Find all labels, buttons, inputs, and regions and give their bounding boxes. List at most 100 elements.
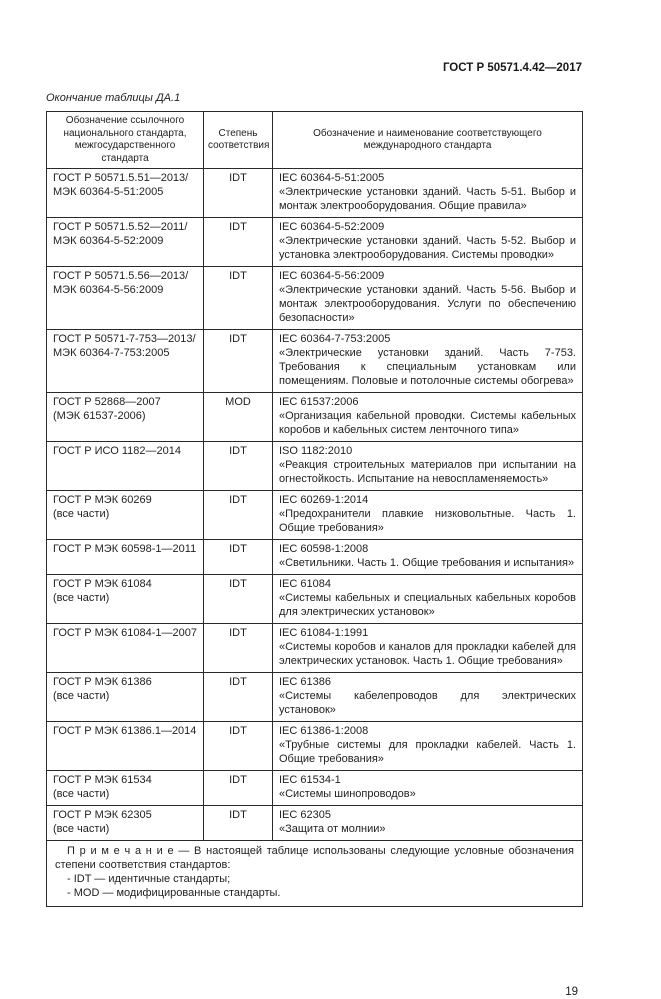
table-row: ГОСТ Р ИСО 1182—2014 IDT ISO 1182:2010 «… xyxy=(46,441,583,491)
intl-standard-title: «Электрические установки зданий. Часть 7… xyxy=(279,347,576,387)
intl-standard-code: IEC 61084 xyxy=(279,578,331,590)
note-item-idt: - IDT — идентичные стандарты; xyxy=(67,873,231,885)
table-row: ГОСТ Р 50571.5.56—2013/ МЭК 60364-5-56:2… xyxy=(46,266,583,330)
conformity-table: Обозначение ссылочного национального ста… xyxy=(46,111,583,907)
national-standard-cell: ГОСТ Р МЭК 62305 (все части) xyxy=(46,805,204,841)
intl-standard-title: «Организация кабельной проводки. Системы… xyxy=(279,410,576,436)
table-row: ГОСТ Р МЭК 61084-1—2007 IDT IEC 61084-1:… xyxy=(46,623,583,673)
intl-standard-cell: IEC 61084-1:1991 «Системы коробов и кана… xyxy=(272,623,583,673)
intl-standard-title: «Системы коробов и каналов для прокладки… xyxy=(279,641,576,667)
national-standard-cell: ГОСТ Р МЭК 61386 (все части) xyxy=(46,672,204,722)
degree-cell: IDT xyxy=(203,329,273,393)
degree-cell: IDT xyxy=(203,770,273,806)
document-page: ГОСТ Р 50571.4.42—2017 Окончание таблицы… xyxy=(46,62,583,998)
column-header-international-standard: Обозначение и наименование соответствующ… xyxy=(272,111,583,169)
intl-standard-title: «Электрические установки зданий. Часть 5… xyxy=(279,186,576,212)
intl-standard-code: IEC 60364-5-56:2009 xyxy=(279,270,385,282)
intl-standard-cell: IEC 60364-7-753:2005 «Электрические уста… xyxy=(272,329,583,393)
intl-standard-cell: IEC 61084 «Системы кабельных и специальн… xyxy=(272,574,583,624)
national-standard-cell: ГОСТ Р МЭК 60598-1—2011 xyxy=(46,539,204,575)
table-header-row: Обозначение ссылочного национального ста… xyxy=(46,111,583,169)
intl-standard-title: «Предохранители плавкие низковольтные. Ч… xyxy=(279,508,576,534)
intl-standard-title: «Электрические установки зданий. Часть 5… xyxy=(279,235,576,261)
table-note-row: П р и м е ч а н и е — В настоящей таблиц… xyxy=(46,840,583,907)
degree-cell: IDT xyxy=(203,168,273,218)
intl-standard-cell: ISO 1182:2010 «Реакция строительных мате… xyxy=(272,441,583,491)
note-item-mod: - MOD — модифицированные стандарты. xyxy=(67,887,281,899)
national-standard-cell: ГОСТ Р МЭК 60269 (все части) xyxy=(46,490,204,540)
column-header-degree: Степень соответствия xyxy=(203,111,273,169)
note-text: П р и м е ч а н и е — В настоящей таблиц… xyxy=(55,845,574,871)
page-number: 19 xyxy=(565,986,578,998)
national-standard-cell: ГОСТ Р МЭК 61084 (все части) xyxy=(46,574,204,624)
intl-standard-cell: IEC 60598-1:2008 «Светильники. Часть 1. … xyxy=(272,539,583,575)
intl-standard-code: IEC 60364-5-52:2009 xyxy=(279,221,385,233)
national-standard-cell: ГОСТ Р ИСО 1182—2014 xyxy=(46,441,204,491)
table-row: ГОСТ Р 50571-7-753—2013/ МЭК 60364-7-753… xyxy=(46,329,583,393)
intl-standard-title: «Электрические установки зданий. Часть 5… xyxy=(279,284,576,324)
degree-cell: IDT xyxy=(203,721,273,771)
table-row: ГОСТ Р 50571.5.51—2013/ МЭК 60364-5-51:2… xyxy=(46,168,583,218)
national-standard-cell: ГОСТ Р 50571.5.52—2011/ МЭК 60364-5-52:2… xyxy=(46,217,204,267)
national-standard-cell: ГОСТ Р 52868—2007 (МЭК 61537-2006) xyxy=(46,392,204,442)
intl-standard-title: «Системы шинопроводов» xyxy=(279,788,416,800)
intl-standard-title: «Системы кабельных и специальных кабельн… xyxy=(279,592,576,618)
intl-standard-title: «Защита от молнии» xyxy=(279,823,386,835)
degree-cell: IDT xyxy=(203,217,273,267)
intl-standard-title: «Трубные системы для прокладки кабелей. … xyxy=(279,739,576,765)
document-code: ГОСТ Р 50571.4.42—2017 xyxy=(442,62,582,74)
intl-standard-code: IEC 60364-7-753:2005 xyxy=(279,333,391,345)
table-row: ГОСТ Р МЭК 61386 (все части) IDT IEC 613… xyxy=(46,672,583,722)
intl-standard-cell: IEC 61534-1 «Системы шинопроводов» xyxy=(272,770,583,806)
national-standard-cell: ГОСТ Р МЭК 61534 (все части) xyxy=(46,770,204,806)
intl-standard-code: IEC 61386-1:2008 xyxy=(279,725,369,737)
page-content: ГОСТ Р 50571.4.42—2017 Окончание таблицы… xyxy=(46,62,583,999)
intl-standard-title: «Светильники. Часть 1. Общие требования … xyxy=(279,557,575,569)
table-row: ГОСТ Р МЭК 62305 (все части) IDT IEC 623… xyxy=(46,805,583,841)
table-row: ГОСТ Р МЭК 60269 (все части) IDT IEC 602… xyxy=(46,490,583,540)
table-row: ГОСТ Р МЭК 61534 (все части) IDT IEC 615… xyxy=(46,770,583,806)
table-row: ГОСТ Р МЭК 61084 (все части) IDT IEC 610… xyxy=(46,574,583,624)
national-standard-cell: ГОСТ Р 50571.5.51—2013/ МЭК 60364-5-51:2… xyxy=(46,168,204,218)
degree-cell: IDT xyxy=(203,805,273,841)
intl-standard-code: IEC 60364-5-51:2005 xyxy=(279,172,385,184)
table-row: ГОСТ Р МЭК 60598-1—2011 IDT IEC 60598-1:… xyxy=(46,539,583,575)
intl-standard-cell: IEC 60364-5-56:2009 «Электрические устан… xyxy=(272,266,583,330)
table-note-cell: П р и м е ч а н и е — В настоящей таблиц… xyxy=(46,840,583,907)
intl-standard-title: «Системы кабелепроводов для электрически… xyxy=(279,690,576,716)
intl-standard-cell: IEC 60364-5-51:2005 «Электрические устан… xyxy=(272,168,583,218)
intl-standard-cell: IEC 61386-1:2008 «Трубные системы для пр… xyxy=(272,721,583,771)
intl-standard-code: IEC 61534-1 xyxy=(279,774,341,786)
degree-cell: IDT xyxy=(203,441,273,491)
degree-cell: IDT xyxy=(203,623,273,673)
intl-standard-cell: IEC 61386 «Системы кабелепроводов для эл… xyxy=(272,672,583,722)
degree-cell: IDT xyxy=(203,266,273,330)
national-standard-cell: ГОСТ Р МЭК 61084-1—2007 xyxy=(46,623,204,673)
table-header: Обозначение ссылочного национального ста… xyxy=(46,111,583,169)
column-header-national-standard: Обозначение ссылочного национального ста… xyxy=(46,111,204,169)
degree-cell: IDT xyxy=(203,672,273,722)
intl-standard-code: IEC 60598-1:2008 xyxy=(279,543,369,555)
degree-cell: MOD xyxy=(203,392,273,442)
intl-standard-code: IEC 61537:2006 xyxy=(279,396,359,408)
intl-standard-cell: IEC 62305 «Защита от молнии» xyxy=(272,805,583,841)
table-row: ГОСТ Р 52868—2007 (МЭК 61537-2006) MOD I… xyxy=(46,392,583,442)
national-standard-cell: ГОСТ Р 50571.5.56—2013/ МЭК 60364-5-56:2… xyxy=(46,266,204,330)
intl-standard-code: IEC 60269-1:2014 xyxy=(279,494,369,506)
national-standard-cell: ГОСТ Р МЭК 61386.1—2014 xyxy=(46,721,204,771)
national-standard-cell: ГОСТ Р 50571-7-753—2013/ МЭК 60364-7-753… xyxy=(46,329,204,393)
degree-cell: IDT xyxy=(203,490,273,540)
degree-cell: IDT xyxy=(203,574,273,624)
table-row: ГОСТ Р МЭК 61386.1—2014 IDT IEC 61386-1:… xyxy=(46,721,583,771)
intl-standard-cell: IEC 60269-1:2014 «Предохранители плавкие… xyxy=(272,490,583,540)
table-caption: Окончание таблицы ДА.1 xyxy=(46,92,181,104)
table-body: ГОСТ Р 50571.5.51—2013/ МЭК 60364-5-51:2… xyxy=(46,168,583,907)
intl-standard-cell: IEC 60364-5-52:2009 «Электрические устан… xyxy=(272,217,583,267)
intl-standard-cell: IEC 61537:2006 «Организация кабельной пр… xyxy=(272,392,583,442)
intl-standard-code: IEC 61084-1:1991 xyxy=(279,627,369,639)
intl-standard-code: ISO 1182:2010 xyxy=(279,445,353,457)
intl-standard-code: IEC 62305 xyxy=(279,809,331,821)
degree-cell: IDT xyxy=(203,539,273,575)
table-row: ГОСТ Р 50571.5.52—2011/ МЭК 60364-5-52:2… xyxy=(46,217,583,267)
intl-standard-title: «Реакция строительных материалов при исп… xyxy=(279,459,576,485)
